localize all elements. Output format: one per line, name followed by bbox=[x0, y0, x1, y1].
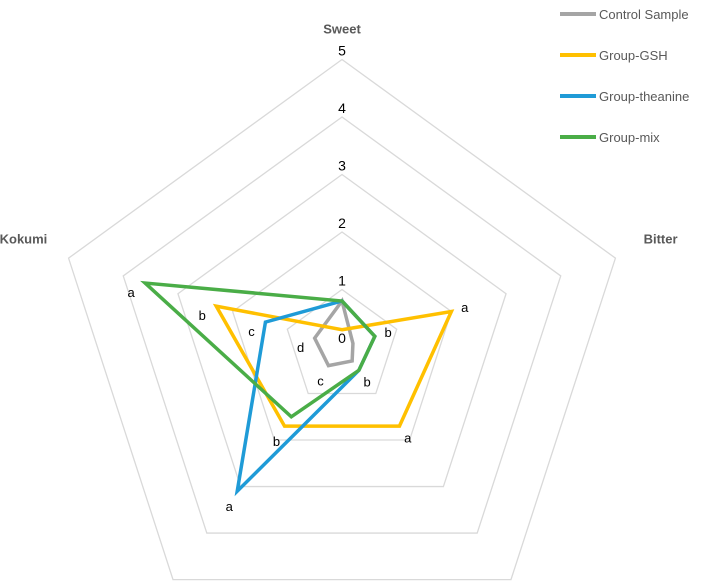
legend-label: Group-theanine bbox=[599, 89, 689, 104]
significance-label: c bbox=[248, 324, 255, 339]
series-line bbox=[212, 303, 455, 428]
significance-label: a bbox=[461, 300, 469, 315]
grid-ring-4 bbox=[122, 116, 562, 534]
radar-axis-labels: SweetBitterAstringentUmamiKokumi bbox=[0, 22, 678, 247]
significance-label: b bbox=[199, 308, 206, 323]
significance-labels: c d a a b b b b a c a bbox=[128, 285, 470, 514]
radar-tick-labels: 0 1 2 3 4 5 bbox=[338, 43, 346, 347]
significance-label: a bbox=[404, 430, 412, 445]
series-line bbox=[312, 296, 355, 368]
significance-label: c bbox=[317, 374, 324, 389]
tick-label: 0 bbox=[338, 330, 346, 346]
radar-grid bbox=[67, 58, 617, 581]
significance-label: d bbox=[297, 340, 304, 355]
legend: Control Sample Group-GSH Group-theanine Gro… bbox=[560, 7, 689, 145]
axis-label: Kokumi bbox=[0, 232, 47, 247]
tick-label: 3 bbox=[338, 158, 346, 174]
axis-label: Bitter bbox=[644, 232, 678, 247]
significance-label: a bbox=[226, 499, 234, 514]
series-line bbox=[234, 299, 377, 497]
grid-ring-2 bbox=[231, 231, 453, 441]
tick-label: 5 bbox=[338, 43, 346, 59]
series-line bbox=[140, 280, 377, 420]
radar-series bbox=[140, 280, 455, 497]
tick-label: 4 bbox=[338, 100, 346, 116]
significance-label: b bbox=[385, 325, 392, 340]
grid-ring-3 bbox=[177, 173, 507, 488]
legend-label: Group-mix bbox=[599, 130, 660, 145]
tick-label: 2 bbox=[338, 215, 346, 231]
legend-label: Control Sample bbox=[599, 7, 689, 22]
legend-label: Group-GSH bbox=[599, 48, 668, 63]
significance-label: b bbox=[273, 434, 280, 449]
axis-label: Sweet bbox=[323, 22, 361, 37]
tick-label: 1 bbox=[338, 273, 346, 289]
grid-ring-5 bbox=[67, 58, 617, 581]
significance-label: a bbox=[128, 285, 136, 300]
significance-label: b bbox=[364, 375, 371, 390]
